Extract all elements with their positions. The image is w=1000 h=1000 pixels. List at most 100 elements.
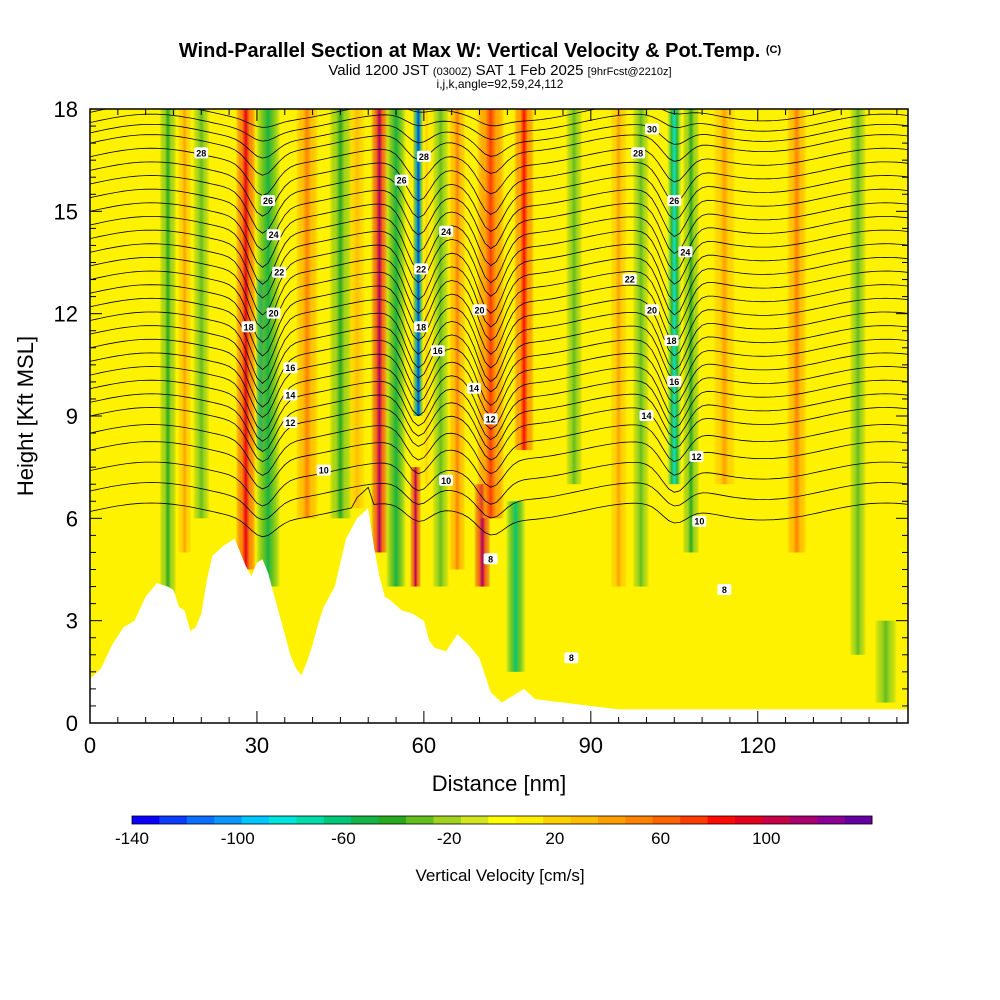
contour-label: 24 (266, 229, 281, 241)
colorbar-swatch (817, 816, 846, 824)
svg-text:26: 26 (397, 176, 407, 186)
contour-label: 24 (678, 246, 693, 258)
colorbar-swatch (625, 816, 654, 824)
svg-text:20: 20 (475, 305, 485, 315)
colorbar: -140 -100 -60 -20 20 60 100 (115, 815, 873, 848)
colorbar-tick-label: -100 (221, 829, 255, 848)
isentrope-line (90, 229, 908, 299)
colorbar-swatch (515, 816, 544, 824)
svg-text:24: 24 (680, 247, 690, 257)
svg-text:14: 14 (469, 384, 479, 394)
isentrope-line (90, 161, 908, 217)
isentrope-line (90, 393, 908, 452)
y-tick-label: 0 (66, 711, 78, 736)
velocity-band (713, 109, 736, 485)
velocity-band (505, 501, 526, 672)
colorbar-swatch (652, 816, 681, 824)
contour-label: 28 (631, 147, 646, 159)
terrain-mask (90, 508, 908, 723)
isentrope-line (90, 486, 908, 538)
velocity-band (412, 109, 424, 416)
isentrope-line (90, 270, 908, 343)
svg-text:22: 22 (274, 268, 284, 278)
y-axis: 0 3 6 9 12 15 18 (54, 97, 908, 736)
svg-text:8: 8 (488, 554, 493, 564)
colorbar-swatch (433, 816, 462, 824)
x-tick-label: 30 (245, 733, 269, 758)
isentrope-line (90, 325, 908, 395)
contour-label: 14 (639, 410, 654, 421)
colorbar-frame (131, 815, 873, 825)
velocity-band (786, 109, 807, 553)
velocity-band (632, 109, 650, 587)
contour-label: 8 (717, 583, 732, 595)
isentrope-line (90, 352, 908, 418)
svg-text:10: 10 (694, 517, 704, 527)
svg-text:30: 30 (647, 124, 657, 134)
velocity-band (192, 109, 210, 519)
contour-label: 12 (483, 413, 498, 425)
contour-label: 10 (439, 474, 454, 486)
contour-label: 16 (430, 345, 445, 357)
isentrope-line (90, 297, 908, 371)
contour-label: 8 (564, 652, 579, 664)
colorbar-tick-label: 20 (545, 829, 564, 848)
colorbar-swatch (680, 816, 709, 824)
colorbar-tick-label: 60 (651, 829, 670, 848)
svg-text:26: 26 (263, 196, 273, 206)
x-tick-label: 60 (412, 733, 436, 758)
velocity-band (610, 109, 627, 587)
colorbar-swatch (734, 816, 763, 824)
svg-text:18: 18 (244, 322, 254, 332)
plot-area: 28 26 24 22 20 18 16 14 12 10 28 26 24 22 20 18 16 14 12 10… (90, 109, 908, 723)
contour-label: 26 (394, 174, 409, 186)
colorbar-swatch (762, 816, 791, 824)
contour-label: 14 (283, 389, 298, 401)
y-tick-label: 6 (66, 506, 78, 531)
velocity-band (514, 109, 535, 451)
isentrope-line (90, 243, 908, 316)
colorbar-swatch (707, 816, 736, 824)
colorbar-swatch (132, 816, 160, 824)
colorbar-swatch (488, 816, 517, 824)
isentrope-line (90, 216, 908, 285)
svg-text:28: 28 (196, 148, 206, 158)
x-axis: 0 30 60 90 120 (84, 109, 898, 758)
svg-text:22: 22 (416, 264, 426, 274)
isentrope-line (90, 461, 908, 507)
svg-text:10: 10 (441, 476, 451, 486)
contour-label: 28 (416, 150, 431, 162)
velocity-band (386, 109, 407, 587)
colorbar-swatch (844, 816, 873, 824)
x-tick-label: 0 (84, 733, 96, 758)
colorbar-swatch (241, 816, 270, 824)
colorbar-swatch (323, 816, 352, 824)
svg-text:14: 14 (285, 391, 295, 401)
svg-text:16: 16 (669, 377, 679, 387)
colorbar-swatch (597, 816, 626, 824)
isentrope-line (90, 311, 908, 384)
isentrope-line (90, 188, 908, 251)
svg-text:12: 12 (285, 418, 295, 428)
svg-text:16: 16 (433, 346, 443, 356)
colorbar-swatch (543, 816, 572, 824)
svg-text:26: 26 (669, 196, 679, 206)
contour-label: 26 (667, 195, 682, 207)
chart-title: Wind-Parallel Section at Max W: Vertical… (179, 40, 782, 62)
velocity-band (409, 467, 422, 587)
contour-label: 20 (472, 304, 487, 316)
isentrope-line (90, 109, 843, 128)
isentrope-line (90, 113, 908, 142)
contour-label: 26 (261, 195, 276, 207)
velocity-band (565, 109, 583, 485)
velocity-band (348, 109, 366, 509)
svg-text:14: 14 (641, 411, 651, 421)
contour-label: 8 (483, 553, 498, 565)
contour-label: 28 (194, 147, 209, 159)
contour-label: 20 (645, 304, 660, 316)
contour-label: 10 (692, 515, 707, 527)
y-tick-label: 3 (66, 609, 78, 634)
velocity-band (329, 109, 352, 519)
isentrope-line (90, 202, 908, 268)
velocity-field (159, 109, 897, 703)
